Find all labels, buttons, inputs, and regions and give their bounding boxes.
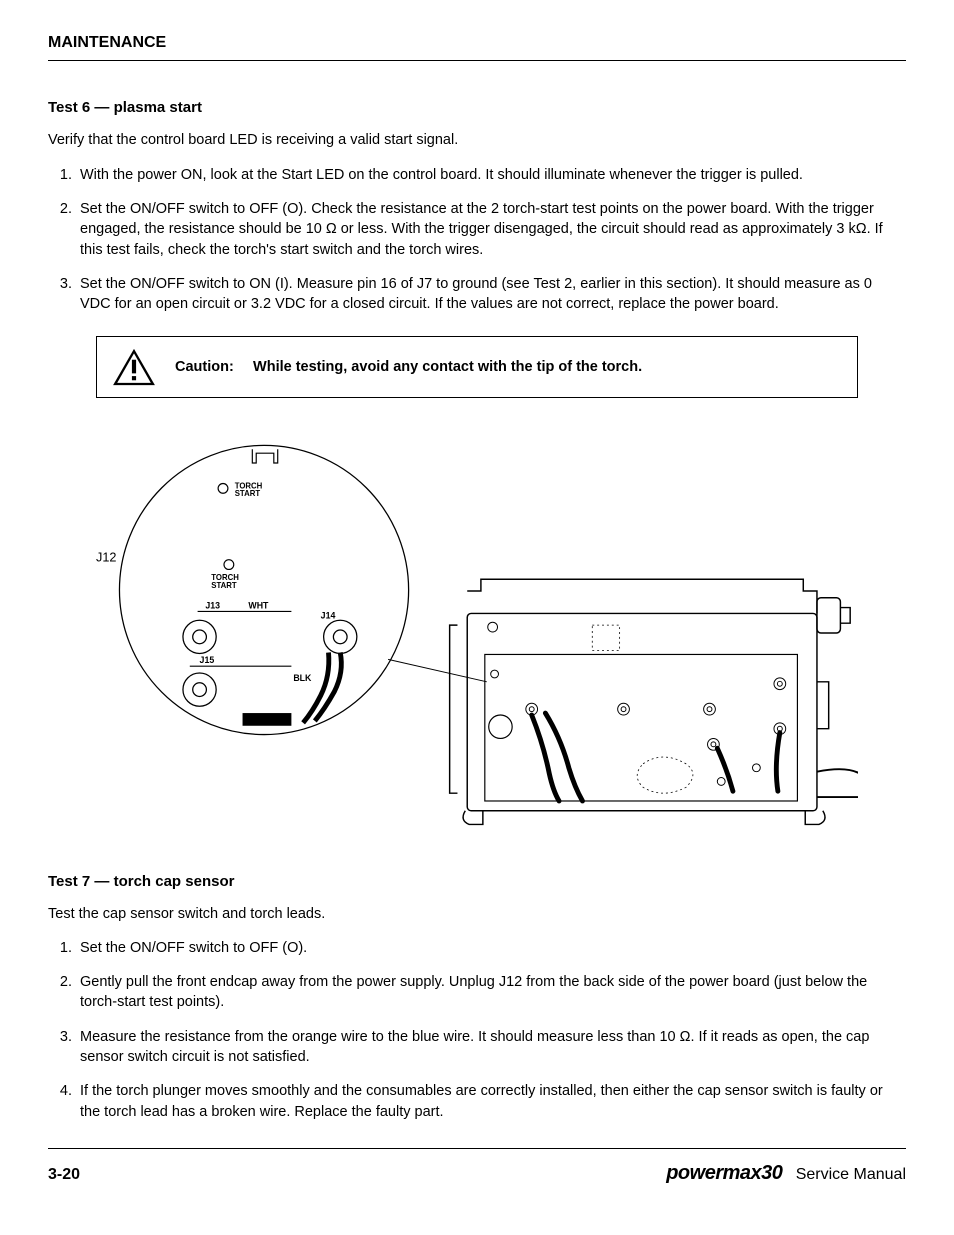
list-item: If the torch plunger moves smoothly and … [76,1081,906,1122]
test7-title: Test 7 — torch cap sensor [48,871,906,892]
test6-title: Test 6 — plasma start [48,97,906,118]
footer-right: powermax30 Service Manual [666,1159,906,1187]
caution-label: Caution: [175,357,249,377]
svg-text:START: START [211,581,237,590]
footer-rule [48,1148,906,1159]
section-header: MAINTENANCE [48,32,906,61]
list-item: Set the ON/OFF switch to OFF (O). [76,938,906,958]
warning-icon [111,347,157,387]
page-footer: 3-20 powermax30 Service Manual [48,1159,906,1187]
j12-callout-label: J12 [96,551,116,565]
list-item: With the power ON, look at the Start LED… [76,165,906,185]
list-item: Set the ON/OFF switch to ON (I). Measure… [76,274,906,315]
caution-box: Caution: While testing, avoid any contac… [96,336,858,398]
svg-text:J15: J15 [200,656,215,666]
svg-text:WHT: WHT [248,601,269,611]
footer-doc-title: Service Manual [796,1166,906,1183]
svg-text:J13: J13 [205,601,220,611]
list-item: Gently pull the front endcap away from t… [76,972,906,1013]
caution-text: Caution: While testing, avoid any contac… [175,357,642,377]
list-item: Measure the resistance from the orange w… [76,1027,906,1068]
test7-lead: Test the cap sensor switch and torch lea… [48,904,906,924]
board-diagram: J12 TORCH START TORCH START J13 WHT J14 [96,420,858,840]
footer-brand: powermax30 [666,1162,782,1184]
test6-lead: Verify that the control board LED is rec… [48,130,906,150]
test6-steps: With the power ON, look at the Start LED… [48,165,906,315]
svg-text:START: START [235,490,261,499]
svg-text:BLK: BLK [293,673,312,683]
list-item: Set the ON/OFF switch to OFF (O). Check … [76,199,906,260]
page-number: 3-20 [48,1164,80,1186]
test7-steps: Set the ON/OFF switch to OFF (O). Gently… [48,938,906,1122]
svg-text:J14: J14 [321,611,336,621]
caution-body: While testing, avoid any contact with th… [253,359,642,375]
